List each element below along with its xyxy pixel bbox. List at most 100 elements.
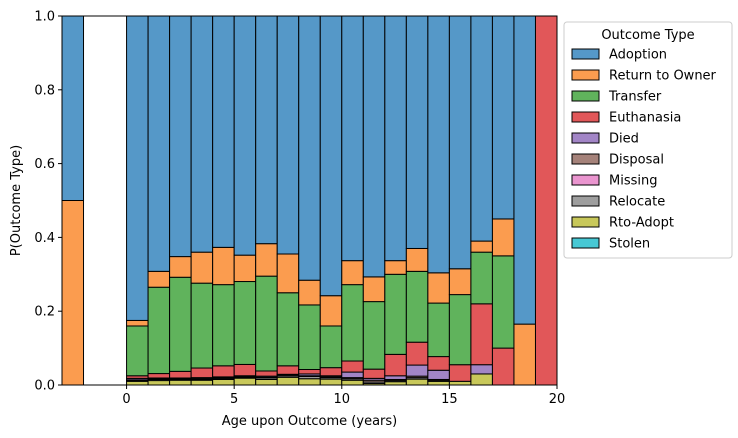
bar-segment-died: [405, 364, 429, 377]
bar-segment-died: [341, 371, 364, 379]
bar-segment-return-to-owner: [126, 319, 149, 327]
x-tick-label: 0: [122, 392, 130, 407]
bar-segment-adoption: [190, 15, 214, 253]
bar-segment-rto-adopt: [298, 378, 321, 386]
y-tick-label: 1.0: [34, 10, 55, 25]
bar-segment-transfer: [212, 284, 235, 367]
x-axis-ticks: 0 5 10 15 20: [122, 385, 565, 407]
bar-segment-return-to-owner: [233, 254, 257, 283]
bar-segment-rto-adopt: [448, 380, 472, 386]
bar-segment-adoption: [470, 15, 493, 242]
legend-label-rto-adopt: Rto-Adopt: [609, 216, 674, 231]
legend-items: Adoption Return to Owner Transfer Euthanasi…: [571, 48, 717, 252]
bar-segment-adoption: [341, 15, 364, 262]
bar-segment-adoption: [61, 15, 85, 201]
bar-segment-return-to-owner: [61, 200, 85, 386]
bar-segment-adoption: [147, 15, 171, 272]
bar-segment-euthanasia: [190, 367, 214, 379]
legend-swatch-rto-adopt: [571, 216, 600, 228]
bar-segment-adoption: [169, 15, 192, 258]
y-tick-label: 0.2: [34, 305, 55, 320]
bar-segment-euthanasia: [169, 370, 192, 379]
legend-label-adoption: Adoption: [609, 48, 667, 63]
y-tick-label: 0.6: [34, 157, 55, 172]
bar-segment-transfer: [341, 284, 364, 362]
bar-segment-transfer: [233, 281, 257, 365]
bar-segment-adoption: [448, 15, 472, 270]
bar-segment-transfer: [255, 275, 278, 372]
bar-segment-euthanasia: [427, 356, 450, 371]
bar-segment-adoption: [513, 15, 536, 325]
bar-segment-transfer: [427, 302, 450, 358]
bar-segment-euthanasia: [147, 373, 171, 379]
bar-segment-return-to-owner: [341, 260, 364, 286]
bar-segment-rto-adopt: [427, 380, 450, 386]
bar-segment-adoption: [212, 15, 235, 248]
bar-segment-return-to-owner: [169, 256, 192, 278]
bar-segment-return-to-owner: [491, 218, 515, 257]
legend-label-transfer: Transfer: [608, 90, 662, 105]
bar-segment-transfer: [298, 304, 321, 371]
legend-label-return-to-owner: Return to Owner: [609, 69, 717, 84]
bar-segment-euthanasia: [212, 365, 235, 378]
bar-segment-transfer: [362, 301, 386, 370]
bar-segment-euthanasia: [534, 15, 558, 386]
bar-segment-transfer: [470, 251, 493, 305]
bar-segment-return-to-owner: [448, 268, 472, 296]
legend-swatch-relocate: [571, 195, 600, 207]
legend-swatch-missing: [571, 174, 600, 186]
x-tick-label: 15: [441, 392, 458, 407]
bar-segment-transfer: [384, 273, 407, 355]
bar-segment-return-to-owner: [362, 276, 386, 303]
bar-segment-euthanasia: [341, 360, 364, 373]
bar-segment-euthanasia: [448, 364, 472, 382]
bar-segment-adoption: [255, 15, 278, 245]
legend-swatch-return-to-owner: [571, 69, 600, 81]
bar-segment-adoption: [405, 15, 429, 249]
bar-segment-adoption: [491, 15, 515, 220]
legend-label-euthanasia: Euthanasia: [609, 111, 681, 126]
bar-segment-adoption: [276, 15, 300, 255]
bar-segment-return-to-owner: [255, 243, 278, 277]
bar-segment-euthanasia: [276, 365, 300, 375]
bar-segment-adoption: [126, 15, 149, 321]
legend-title: Outcome Type: [601, 28, 694, 43]
bar-segment-transfer: [405, 270, 429, 343]
bar-segment-rto-adopt: [190, 379, 214, 386]
bar-segment-rto-adopt: [212, 378, 235, 386]
legend-swatch-stolen: [571, 237, 600, 249]
bar-segment-euthanasia: [384, 353, 407, 377]
bar-segment-adoption: [362, 15, 386, 278]
bar-segment-euthanasia: [255, 370, 278, 377]
bar-segment-return-to-owner: [190, 251, 214, 284]
bar-segment-return-to-owner: [405, 247, 429, 272]
y-tick-label: 0.0: [34, 379, 55, 394]
bar-segment-rto-adopt: [341, 379, 364, 386]
bar-segment-return-to-owner: [513, 323, 536, 386]
bar-segment-died: [470, 364, 493, 375]
y-axis-label: P(Outcome Type): [9, 145, 24, 256]
y-tick-label: 0.8: [34, 83, 55, 98]
y-tick-label: 0.4: [34, 231, 55, 246]
bar-segment-adoption: [384, 15, 407, 262]
bar-segment-return-to-owner: [298, 279, 321, 306]
bar-segment-adoption: [233, 15, 257, 256]
legend-label-died: Died: [609, 132, 639, 147]
bar-segment-died: [427, 369, 450, 380]
legend-swatch-died: [571, 132, 600, 144]
legend-swatch-euthanasia: [571, 111, 600, 123]
legend-swatch-disposal: [571, 153, 600, 165]
bar-segment-transfer: [147, 286, 171, 375]
bar-segment-rto-adopt: [233, 377, 257, 386]
bar-segment-euthanasia: [319, 367, 343, 377]
bar-segment-return-to-owner: [147, 270, 171, 288]
bar-segment-rto-adopt: [276, 376, 300, 386]
bar-segment-rto-adopt: [255, 378, 278, 386]
legend-label-relocate: Relocate: [609, 195, 665, 210]
bar-segment-euthanasia: [298, 369, 321, 375]
legend-swatch-adoption: [571, 48, 600, 60]
bar-segment-transfer: [491, 255, 515, 349]
bar-segment-rto-adopt: [147, 380, 171, 386]
x-tick-label: 20: [549, 392, 566, 407]
bar-segment-rto-adopt: [319, 378, 343, 386]
